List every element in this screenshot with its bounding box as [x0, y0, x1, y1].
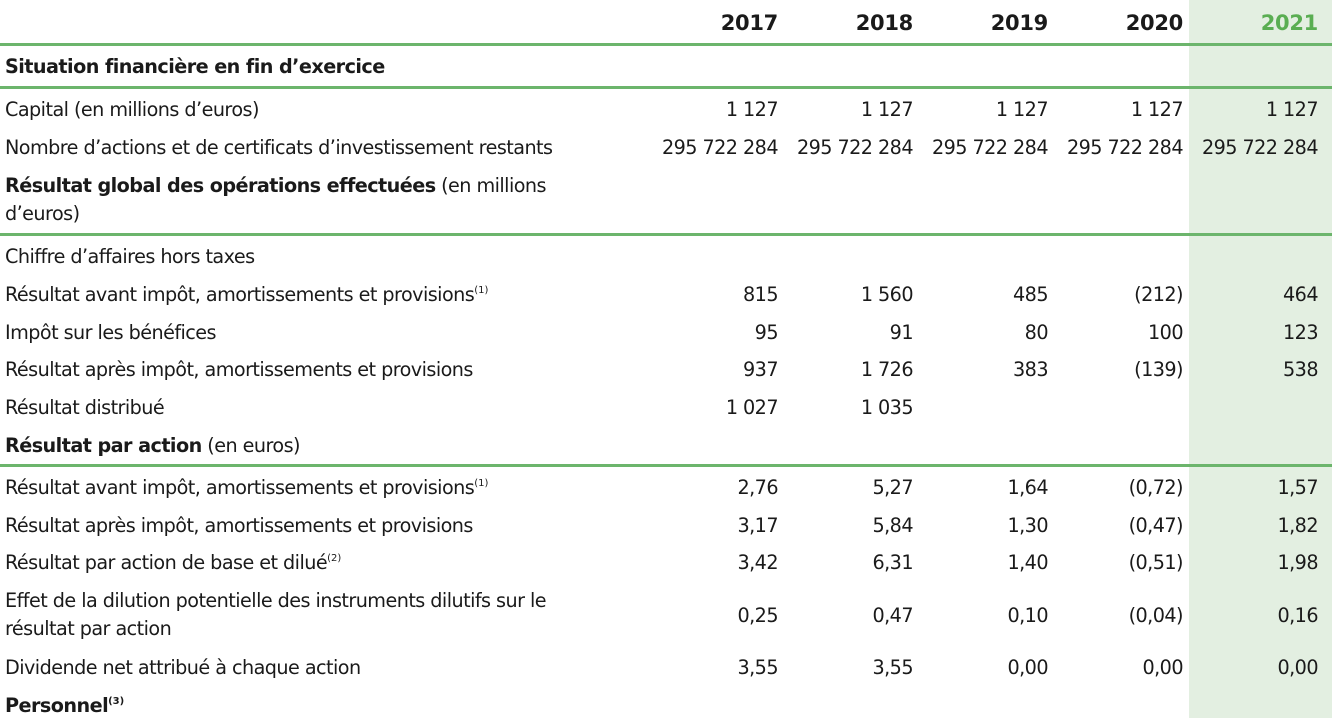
cell-2018: 6,31: [872, 551, 913, 574]
cell-2021: 295 722 284: [1201, 136, 1319, 159]
year-header: 2019: [990, 11, 1049, 35]
row-label: Résultat avant impôt, amortissements et …: [5, 283, 475, 306]
cell-2017: 1 127: [725, 98, 779, 121]
cell-2017: 815: [743, 283, 779, 306]
cell-2019: 383: [1013, 358, 1049, 381]
cell-2021: 123: [1283, 321, 1319, 344]
cell-2020: 295 722 284: [1066, 136, 1184, 159]
cell-2019: 295 722 284: [931, 136, 1049, 159]
row-label: Chiffre d’affaires hors taxes: [5, 245, 255, 268]
section-title: Résultat par action: [5, 434, 202, 457]
row-label: Résultat distribué: [5, 396, 165, 419]
year-header: 2018: [855, 11, 914, 35]
cell-2020: (0,72): [1128, 476, 1184, 499]
row-label: Résultat après impôt, amortissements et …: [5, 514, 473, 537]
row-label: Résultat par action de base et dilué: [5, 551, 328, 574]
cell-2018: 5,84: [872, 514, 913, 537]
cell-2020: 100: [1148, 321, 1184, 344]
row-label: Nombre d’actions et de certificats d’inv…: [5, 136, 553, 159]
cell-2017: 3,42: [737, 551, 778, 574]
cell-2017: 937: [743, 358, 779, 381]
cell-2021: 538: [1283, 358, 1319, 381]
cell-2018: 295 722 284: [796, 136, 914, 159]
cell-2018: 5,27: [872, 476, 913, 499]
cell-2021: 0,16: [1277, 604, 1318, 627]
row-label: Dividende net attribué à chaque action: [5, 656, 361, 679]
divider: [0, 43, 1332, 46]
cell-2021: 1,82: [1277, 514, 1318, 537]
cell-2017: 3,55: [737, 656, 778, 679]
cell-2020: 1 127: [1130, 98, 1184, 121]
cell-2020: (0,47): [1128, 514, 1184, 537]
section-title: Personnel: [5, 694, 109, 717]
cell-2017: 1 027: [725, 396, 779, 419]
cell-2018: 1 035: [860, 396, 914, 419]
cell-2020: 0,00: [1142, 656, 1183, 679]
cell-2018: 3,55: [872, 656, 913, 679]
section-title: Situation financière en fin d’exercice: [5, 55, 385, 78]
cell-2020: (0,04): [1128, 604, 1184, 627]
row-label: Résultat avant impôt, amortissements et …: [5, 476, 475, 499]
cell-2019: 1,64: [1007, 476, 1048, 499]
divider: [0, 233, 1332, 236]
cell-2019: 0,10: [1007, 604, 1048, 627]
footnote-ref: (1): [474, 478, 489, 489]
cell-2019: 1,30: [1007, 514, 1048, 537]
row-label: Capital (en millions d’euros): [5, 98, 259, 121]
divider: [0, 86, 1332, 89]
footnote-ref: (2): [327, 553, 342, 564]
cell-2017: 0,25: [737, 604, 778, 627]
cell-2019: 80: [1024, 321, 1049, 344]
cell-2019: 0,00: [1007, 656, 1048, 679]
cell-2019: 1,40: [1007, 551, 1048, 574]
cell-2017: 2,76: [737, 476, 778, 499]
footnote-ref: (1): [474, 285, 489, 296]
cell-2020: (139): [1134, 358, 1183, 381]
cell-2017: 3,17: [737, 514, 778, 537]
cell-2020: (212): [1134, 283, 1183, 306]
footnote-ref: (3): [108, 696, 125, 707]
cell-2020: (0,51): [1128, 551, 1184, 574]
cell-2017: 295 722 284: [661, 136, 779, 159]
cell-2018: 91: [889, 321, 914, 344]
cell-2018: 0,47: [872, 604, 913, 627]
cell-2019: 485: [1013, 283, 1049, 306]
cell-2019: 1 127: [995, 98, 1049, 121]
cell-2018: 1 127: [860, 98, 914, 121]
cell-2018: 1 726: [860, 358, 914, 381]
row-label: Effet de la dilution potentielle des ins…: [5, 589, 547, 640]
cell-2021: 1 127: [1265, 98, 1319, 121]
section-unit: (en euros): [201, 434, 300, 457]
highlight-column-2021: [1189, 0, 1332, 718]
cell-2021: 1,98: [1277, 551, 1318, 574]
cell-2017: 95: [754, 321, 779, 344]
year-header: 2017: [720, 11, 779, 35]
year-header: 2020: [1125, 11, 1184, 35]
row-label: Résultat après impôt, amortissements et …: [5, 358, 473, 381]
cell-2021: 464: [1283, 283, 1319, 306]
cell-2021: 0,00: [1277, 656, 1318, 679]
divider: [0, 464, 1332, 467]
cell-2021: 1,57: [1277, 476, 1318, 499]
year-header: 2021: [1260, 11, 1319, 35]
row-label: Impôt sur les bénéfices: [5, 321, 217, 344]
section-title: Résultat global des opérations effectuée…: [5, 174, 436, 197]
section-unit: (en millions d’euros): [5, 174, 547, 225]
cell-2018: 1 560: [860, 283, 914, 306]
